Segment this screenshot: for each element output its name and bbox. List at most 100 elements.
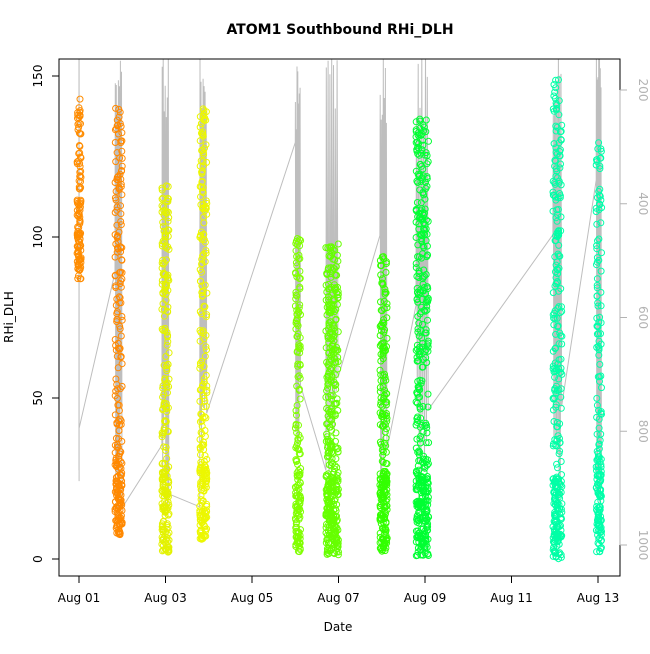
- data-point: [158, 526, 166, 534]
- data-point: [555, 76, 562, 84]
- data-point: [382, 390, 390, 398]
- data-point: [196, 445, 204, 453]
- data-point: [164, 491, 172, 498]
- data-point: [595, 540, 603, 548]
- data-point: [113, 352, 121, 360]
- data-point: [296, 267, 304, 275]
- data-point: [292, 295, 300, 303]
- data-point: [556, 194, 564, 202]
- data-point: [198, 167, 206, 175]
- data-point: [421, 226, 429, 234]
- axes-layer: Aug 01 Aug 03 Aug 05 Aug 07 Aug 09 Aug 11 Aug …: [31, 65, 650, 605]
- data-point: [163, 383, 171, 391]
- flight-series: [412, 115, 433, 560]
- data-point: [416, 117, 424, 125]
- data-point: [417, 551, 425, 559]
- data-point: [117, 417, 125, 425]
- data-point: [163, 367, 171, 375]
- data-point: [295, 344, 303, 352]
- data-point: [418, 473, 426, 481]
- x-tick-label: Aug 01: [58, 591, 101, 605]
- data-point: [556, 329, 564, 337]
- data-point: [163, 455, 171, 462]
- data-point: [164, 360, 172, 368]
- data-point: [165, 375, 173, 383]
- data-point: [592, 208, 600, 216]
- data-point: [551, 88, 559, 96]
- data-point: [593, 548, 601, 556]
- data-point: [332, 358, 340, 366]
- data-point: [596, 377, 603, 385]
- y-axis-label: RHi_DLH: [2, 291, 16, 343]
- data-point: [555, 252, 563, 260]
- data-point: [75, 142, 83, 149]
- data-point: [114, 465, 122, 473]
- data-point: [593, 401, 601, 409]
- data-point: [296, 468, 304, 476]
- data-point: [550, 321, 558, 329]
- data-point: [595, 256, 603, 264]
- data-point: [164, 307, 171, 315]
- data-point: [597, 196, 605, 204]
- data-point: [552, 489, 560, 497]
- data-point: [595, 513, 602, 521]
- data-point: [593, 394, 601, 402]
- y-tick-label: 100: [31, 226, 45, 249]
- data-point: [417, 483, 425, 491]
- data-point: [324, 505, 332, 513]
- data-point: [381, 513, 389, 521]
- data-point: [551, 510, 559, 518]
- data-point: [417, 546, 425, 554]
- data-point: [113, 203, 121, 211]
- data-point: [325, 534, 333, 542]
- data-point: [327, 328, 335, 336]
- data-point: [382, 497, 390, 505]
- data-point: [296, 395, 304, 403]
- data-point: [295, 511, 303, 519]
- data-point: [593, 456, 601, 464]
- data-point: [592, 161, 600, 169]
- data-point: [418, 130, 426, 138]
- data-point: [160, 390, 168, 398]
- data-point: [381, 391, 388, 399]
- data-point: [73, 211, 81, 219]
- data-point: [414, 241, 422, 249]
- data-point: [324, 376, 332, 384]
- data-point: [159, 459, 167, 467]
- data-point: [332, 385, 340, 393]
- data-point: [553, 278, 561, 285]
- data-point: [297, 237, 305, 244]
- data-point: [296, 301, 304, 309]
- data-point: [293, 262, 301, 270]
- data-point: [413, 512, 421, 520]
- data-point: [77, 173, 85, 181]
- data-point: [551, 180, 559, 188]
- data-point: [552, 475, 560, 483]
- data-point: [199, 184, 207, 192]
- data-point: [160, 429, 168, 437]
- data-point: [334, 444, 342, 452]
- data-point: [118, 519, 126, 527]
- data-point: [197, 429, 205, 436]
- data-point: [74, 248, 82, 256]
- data-point: [113, 516, 121, 524]
- data-point: [323, 520, 330, 528]
- data-point: [419, 229, 427, 237]
- data-point: [292, 527, 300, 535]
- data-point: [553, 217, 561, 225]
- data-point: [113, 233, 121, 241]
- data-point: [202, 343, 210, 351]
- data-point: [550, 489, 558, 497]
- data-point: [423, 253, 431, 261]
- data-point: [197, 458, 205, 466]
- data-point: [327, 365, 335, 373]
- data-point: [330, 519, 338, 527]
- data-point: [200, 471, 208, 479]
- data-point: [117, 486, 125, 494]
- data-point: [552, 76, 560, 84]
- data-point: [558, 340, 566, 348]
- data-point: [334, 291, 342, 299]
- data-point: [117, 465, 125, 472]
- flight-series: [322, 240, 342, 559]
- data-point: [158, 533, 166, 541]
